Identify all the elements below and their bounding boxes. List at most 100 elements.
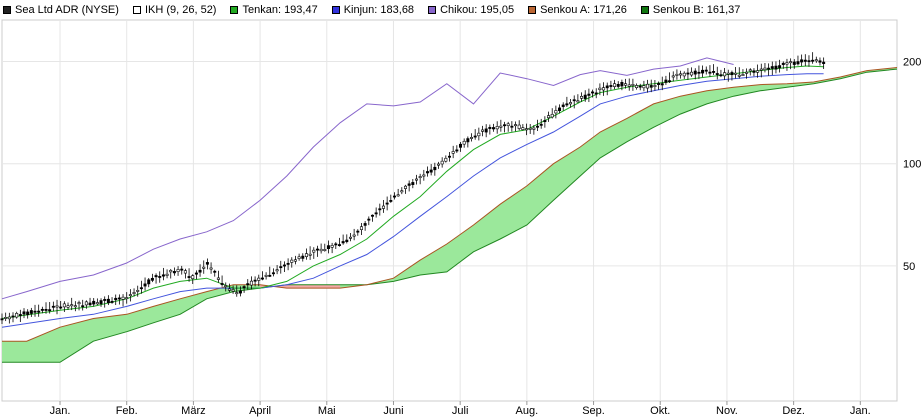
price-candle bbox=[356, 230, 360, 233]
price-candle bbox=[312, 249, 316, 253]
price-candle bbox=[165, 273, 169, 276]
price-candle bbox=[249, 280, 253, 286]
price-candle bbox=[690, 71, 694, 76]
price-candle bbox=[40, 308, 44, 311]
price-candle bbox=[624, 83, 628, 86]
price-candle bbox=[675, 73, 679, 76]
price-candle bbox=[44, 309, 48, 311]
price-candle bbox=[532, 127, 536, 130]
price-candle bbox=[770, 66, 774, 69]
price-candle bbox=[436, 163, 440, 166]
legend-swatch-ikh bbox=[132, 6, 141, 14]
price-candle bbox=[418, 176, 422, 178]
price-candle bbox=[22, 311, 26, 315]
price-candle bbox=[205, 262, 209, 265]
price-candle bbox=[792, 61, 796, 65]
price-candle bbox=[227, 288, 231, 291]
price-candle bbox=[238, 290, 242, 294]
price-candle bbox=[484, 128, 488, 133]
price-candle bbox=[726, 72, 730, 75]
legend-swatch-senkou-b bbox=[640, 6, 649, 14]
price-candle bbox=[59, 306, 63, 309]
legend-item-tenkan: Tenkan: 193,47 bbox=[230, 4, 318, 16]
price-candle bbox=[62, 303, 66, 308]
price-candle bbox=[334, 243, 338, 246]
legend-label-kinjun: Kinjun: 183,68 bbox=[343, 4, 415, 16]
price-candle bbox=[701, 69, 705, 74]
price-candle bbox=[235, 292, 239, 295]
legend-label-chikou: Chikou: 195,05 bbox=[440, 4, 515, 16]
price-candle bbox=[370, 214, 374, 217]
price-candle bbox=[77, 302, 81, 305]
x-tick-label: Aug. bbox=[516, 405, 539, 417]
price-candle bbox=[558, 107, 562, 112]
price-candle bbox=[103, 299, 107, 301]
x-tick-label: Juni bbox=[383, 405, 403, 417]
price-candle bbox=[737, 74, 741, 77]
cloud-bearish bbox=[260, 284, 367, 289]
price-candle bbox=[587, 93, 591, 96]
x-tick-label: Jan. bbox=[850, 405, 871, 417]
price-candle bbox=[121, 296, 125, 300]
price-candle bbox=[785, 62, 789, 65]
price-candle bbox=[73, 305, 77, 308]
price-candle bbox=[297, 256, 301, 259]
price-candle bbox=[459, 143, 463, 148]
price-candle bbox=[591, 91, 595, 94]
cloud-bullish bbox=[2, 284, 287, 363]
price-candle bbox=[66, 305, 70, 308]
price-candle bbox=[455, 149, 459, 152]
price-candle bbox=[345, 239, 349, 243]
price-candle bbox=[213, 270, 217, 273]
price-candle bbox=[403, 185, 407, 189]
price-candle bbox=[796, 61, 800, 65]
price-candle bbox=[752, 70, 756, 73]
price-candle bbox=[473, 135, 477, 138]
tenkan-line bbox=[1, 65, 824, 319]
price-candle bbox=[708, 71, 712, 74]
price-candle bbox=[814, 59, 818, 62]
price-candle bbox=[84, 301, 88, 306]
price-candle bbox=[154, 275, 158, 278]
price-candle bbox=[11, 315, 15, 318]
price-candle bbox=[70, 304, 74, 307]
price-candle bbox=[279, 266, 283, 269]
price-candle bbox=[323, 249, 327, 251]
price-candle bbox=[315, 248, 319, 251]
price-candle bbox=[260, 277, 264, 280]
price-candle bbox=[158, 276, 162, 278]
price-candle bbox=[48, 309, 52, 312]
price-candle bbox=[642, 85, 646, 89]
x-tick-label: März bbox=[181, 405, 205, 417]
price-candle bbox=[492, 127, 496, 130]
price-candle bbox=[385, 202, 389, 205]
price-candle bbox=[734, 72, 738, 75]
senkou-a-line bbox=[2, 67, 898, 342]
price-candle bbox=[293, 259, 297, 262]
price-candle bbox=[470, 137, 474, 139]
price-candle bbox=[290, 259, 294, 263]
price-candle bbox=[414, 178, 418, 181]
price-candle bbox=[271, 272, 275, 275]
price-candle bbox=[88, 302, 92, 306]
price-candle bbox=[543, 120, 547, 123]
price-candle bbox=[26, 311, 30, 315]
price-candle bbox=[679, 73, 683, 76]
x-tick-label: April bbox=[249, 405, 271, 417]
price-candle bbox=[246, 283, 250, 286]
price-candle bbox=[348, 236, 352, 239]
price-candle bbox=[337, 244, 341, 246]
legend-label-price: Sea Ltd ADR (NYSE) bbox=[15, 4, 119, 16]
price-candle bbox=[99, 300, 103, 305]
price-candle bbox=[822, 61, 826, 64]
x-tick-label: Okt. bbox=[650, 405, 670, 417]
price-candle bbox=[521, 127, 525, 130]
price-candle bbox=[447, 155, 451, 158]
price-candle bbox=[198, 269, 202, 273]
price-candle bbox=[580, 95, 584, 99]
price-candle bbox=[697, 71, 701, 74]
senkou-b-line bbox=[2, 68, 898, 363]
price-candle bbox=[110, 301, 114, 303]
price-candle bbox=[18, 314, 22, 316]
